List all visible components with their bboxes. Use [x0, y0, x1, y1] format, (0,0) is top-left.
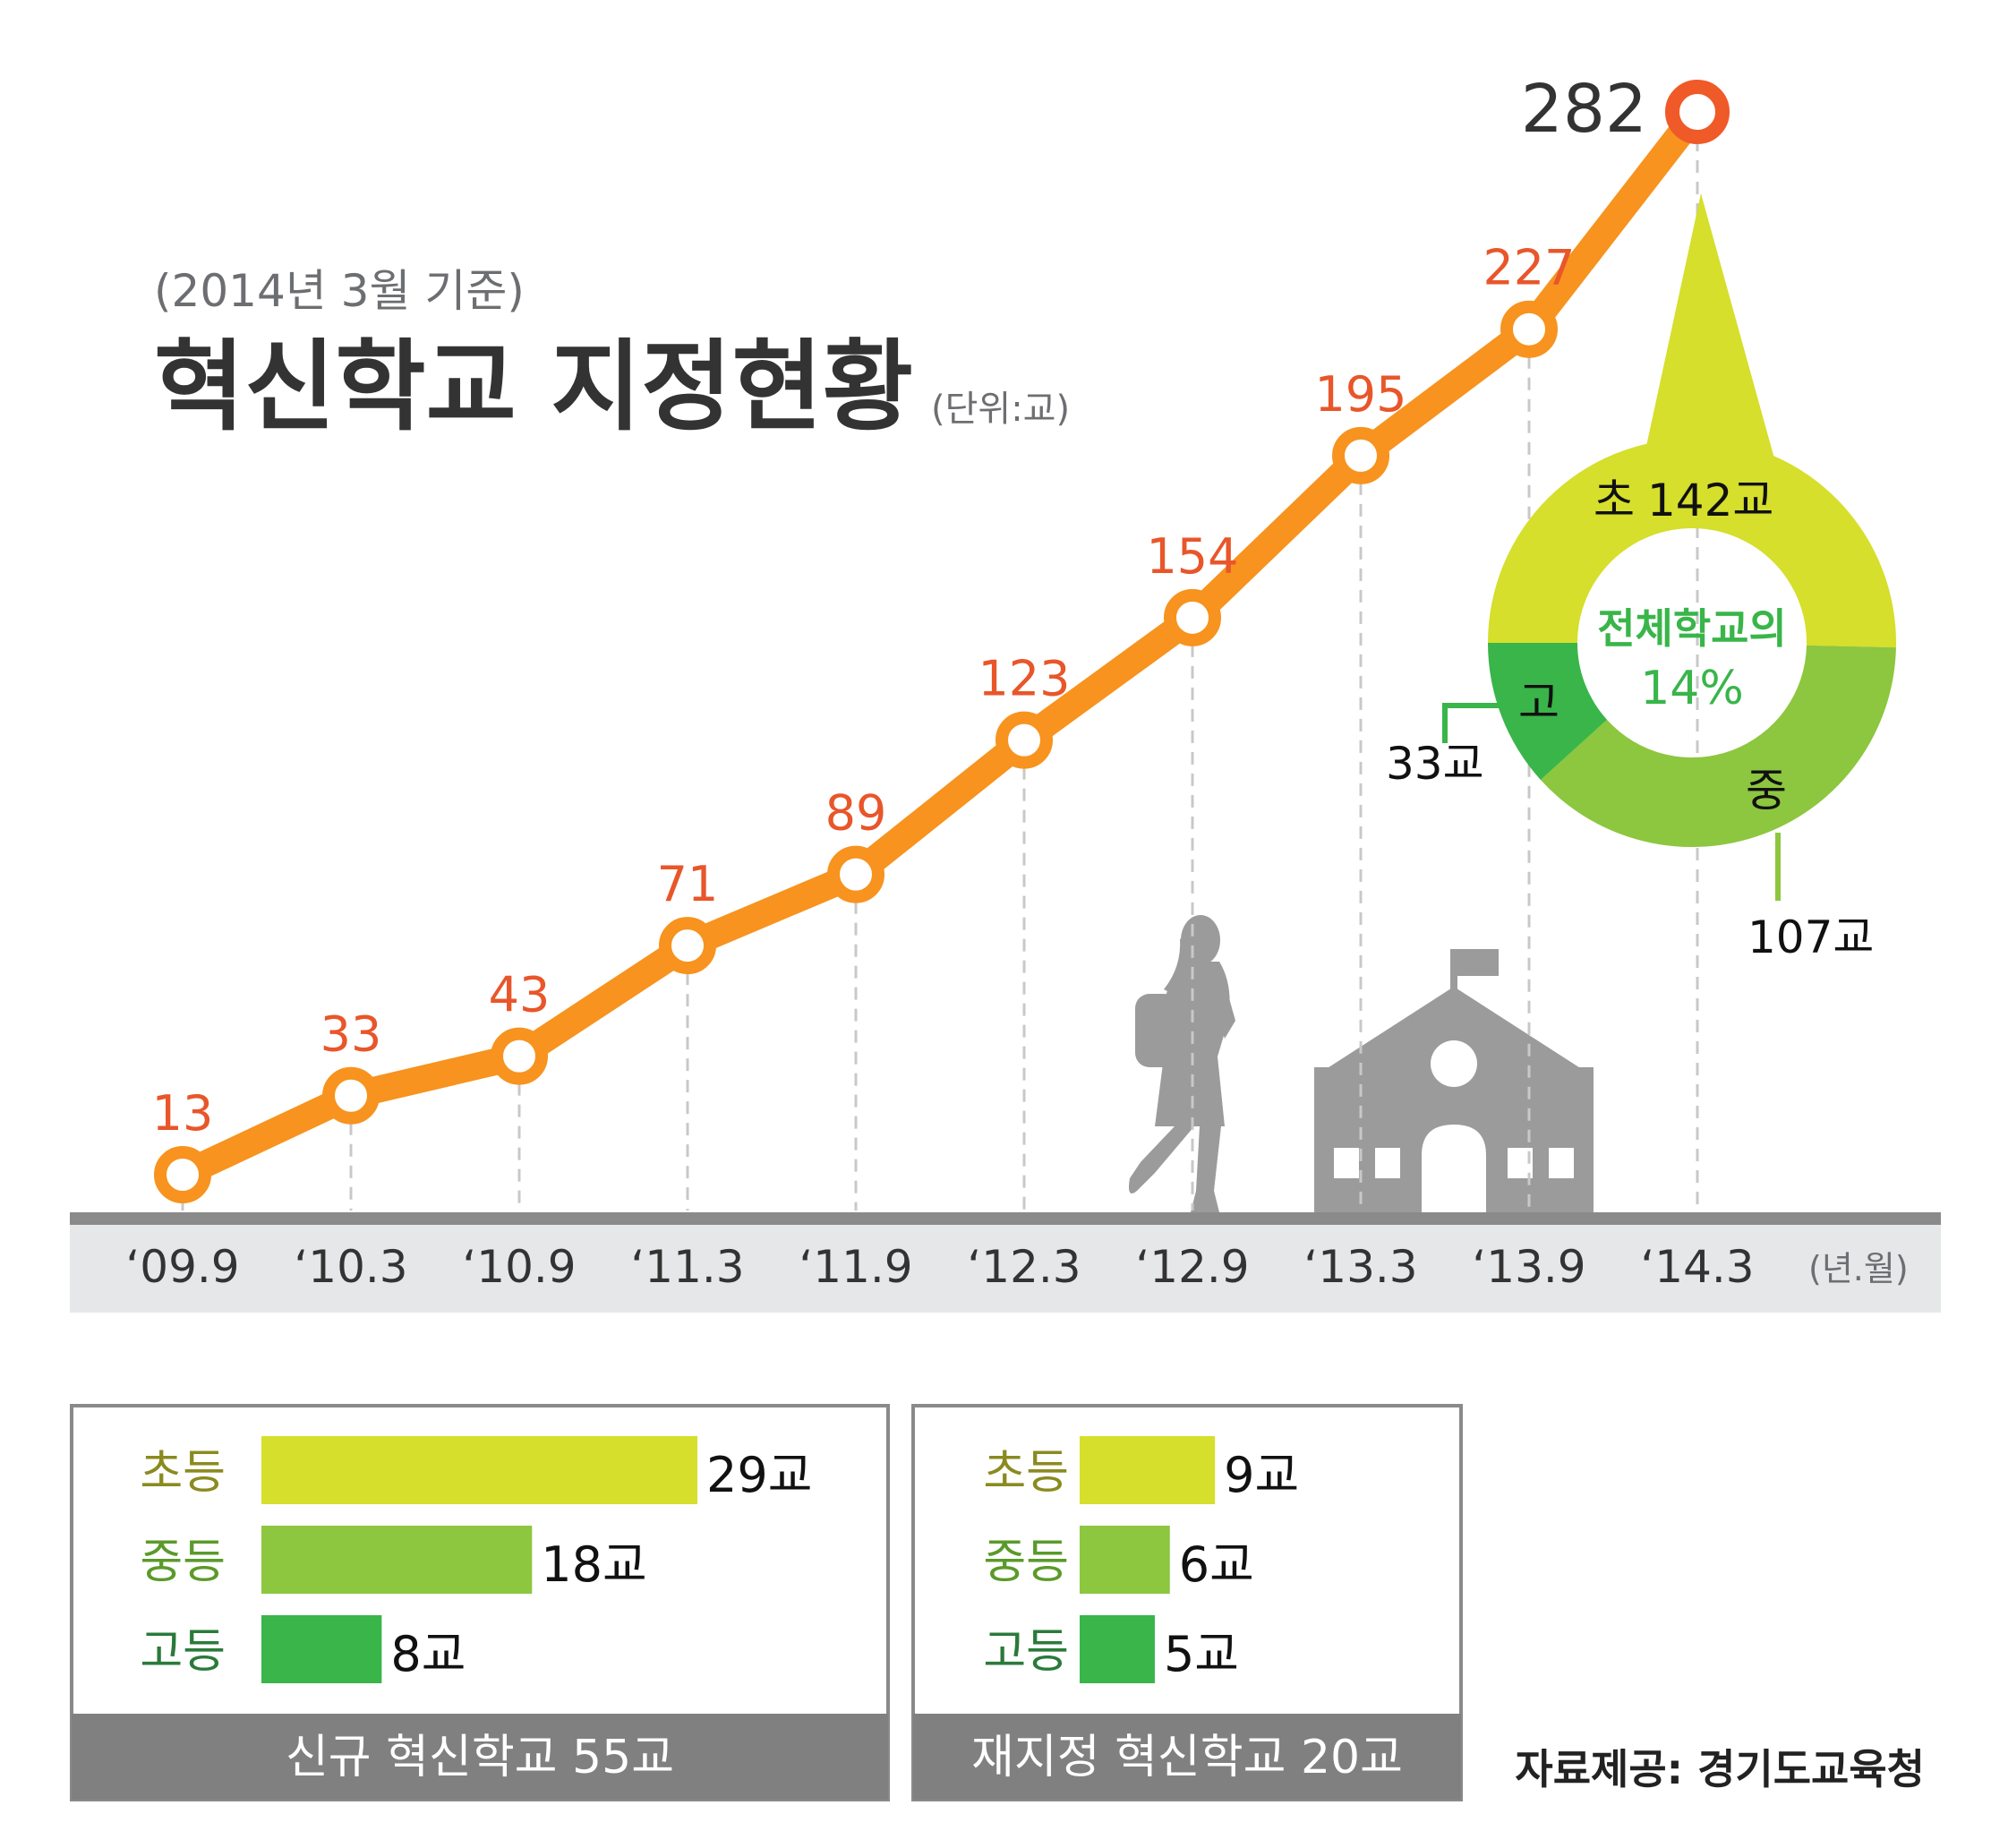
- redesignated-category-label-2: 고등: [983, 1625, 1069, 1679]
- x-tick-label-3: ‘11.3: [630, 1241, 744, 1293]
- new-bar-0: [261, 1436, 697, 1504]
- new-value-label-0: 29교: [706, 1447, 812, 1503]
- data-point-1: [322, 1066, 380, 1125]
- redesignated-category-label-1: 중등: [983, 1536, 1069, 1589]
- data-point-9: [1665, 80, 1730, 144]
- data-point-3: [659, 917, 716, 975]
- x-tick-label-1: ‘10.3: [294, 1241, 407, 1293]
- unit-label: (단위:교): [931, 389, 1070, 430]
- new-value-label-1: 18교: [541, 1536, 646, 1593]
- redesignated-value-label-1: 6교: [1179, 1536, 1254, 1593]
- callout-pointer: [1644, 193, 1774, 458]
- data-point-5: [996, 711, 1053, 769]
- donut-slice-2: [1488, 643, 1608, 780]
- donut-value-elementary: 142교: [1647, 475, 1773, 526]
- data-point-8: [1500, 300, 1558, 358]
- page-title: 혁신학교 지정현황: [154, 329, 913, 444]
- data-label-7: 195: [1314, 366, 1406, 423]
- donut-center-label: 전체학교의: [1597, 604, 1787, 653]
- subtitle: (2014년 3월 기준): [154, 265, 525, 317]
- data-label-4: 89: [825, 785, 887, 842]
- redesignated-category-label-0: 초등: [983, 1446, 1069, 1500]
- x-axis-band: [70, 1225, 1941, 1313]
- panel-redesignated-footer: 재지정 혁신학교 20교: [971, 1731, 1403, 1784]
- redesignated-bar-1: [1080, 1526, 1170, 1594]
- donut-slice-1: [1540, 645, 1896, 848]
- donut-label-elementary: 초: [1594, 475, 1635, 526]
- redesignated-bar-0: [1080, 1436, 1216, 1504]
- data-label-5: 123: [978, 651, 1070, 707]
- data-point-0: [154, 1146, 211, 1203]
- data-point-7: [1332, 426, 1389, 484]
- school-building-icon: [1314, 949, 1594, 1212]
- source-credit: 자료제공: 경기도교육청: [1515, 1745, 1925, 1793]
- redesignated-value-label-2: 5교: [1164, 1626, 1239, 1682]
- x-tick-label-9: ‘14.3: [1640, 1241, 1754, 1293]
- new-category-label-2: 고등: [140, 1625, 226, 1679]
- x-tick-label-0: ‘09.9: [125, 1241, 239, 1293]
- new-bar-2: [261, 1615, 382, 1683]
- data-point-6: [1164, 588, 1221, 646]
- data-label-1: 33: [320, 1006, 382, 1063]
- x-tick-label-2: ‘10.9: [462, 1241, 576, 1293]
- data-point-4: [827, 845, 884, 903]
- data-point-2: [491, 1027, 548, 1085]
- leader-line-high: [1442, 703, 1513, 743]
- student-silhouette-icon: [1129, 915, 1235, 1212]
- x-tick-label-7: ‘13.3: [1303, 1241, 1417, 1293]
- donut-center-value: 14%: [1640, 662, 1744, 715]
- donut-label-high: 고: [1518, 677, 1559, 729]
- donut-slice-0: [1488, 439, 1896, 648]
- data-label-6: 154: [1146, 528, 1238, 585]
- new-bar-1: [261, 1526, 533, 1594]
- x-tick-label-8: ‘13.9: [1472, 1241, 1585, 1293]
- donut-value-high: 33교: [1386, 738, 1484, 790]
- donut-value-middle: 107교: [1747, 911, 1874, 963]
- donut-label-middle: 중: [1746, 765, 1787, 817]
- x-tick-label-6: ‘12.9: [1135, 1241, 1249, 1293]
- x-tick-label-4: ‘11.9: [799, 1241, 912, 1293]
- data-label-9: 282: [1521, 71, 1647, 148]
- series-line: [169, 98, 1711, 1188]
- x-tick-label-5: ‘12.3: [967, 1241, 1081, 1293]
- new-value-label-2: 8교: [390, 1626, 466, 1682]
- data-label-2: 43: [489, 967, 551, 1023]
- new-category-label-0: 초등: [140, 1446, 226, 1500]
- new-category-label-1: 중등: [140, 1536, 226, 1589]
- data-label-0: 13: [152, 1085, 214, 1142]
- x-axis-line: [70, 1212, 1941, 1225]
- x-axis-unit-label: (년.월): [1808, 1249, 1909, 1288]
- panel-new-footer: 신규 혁신학교 55교: [286, 1731, 674, 1784]
- redesignated-value-label-0: 9교: [1224, 1447, 1299, 1503]
- data-label-3: 71: [657, 856, 719, 912]
- redesignated-bar-2: [1080, 1615, 1155, 1683]
- data-label-8: 227: [1483, 240, 1575, 296]
